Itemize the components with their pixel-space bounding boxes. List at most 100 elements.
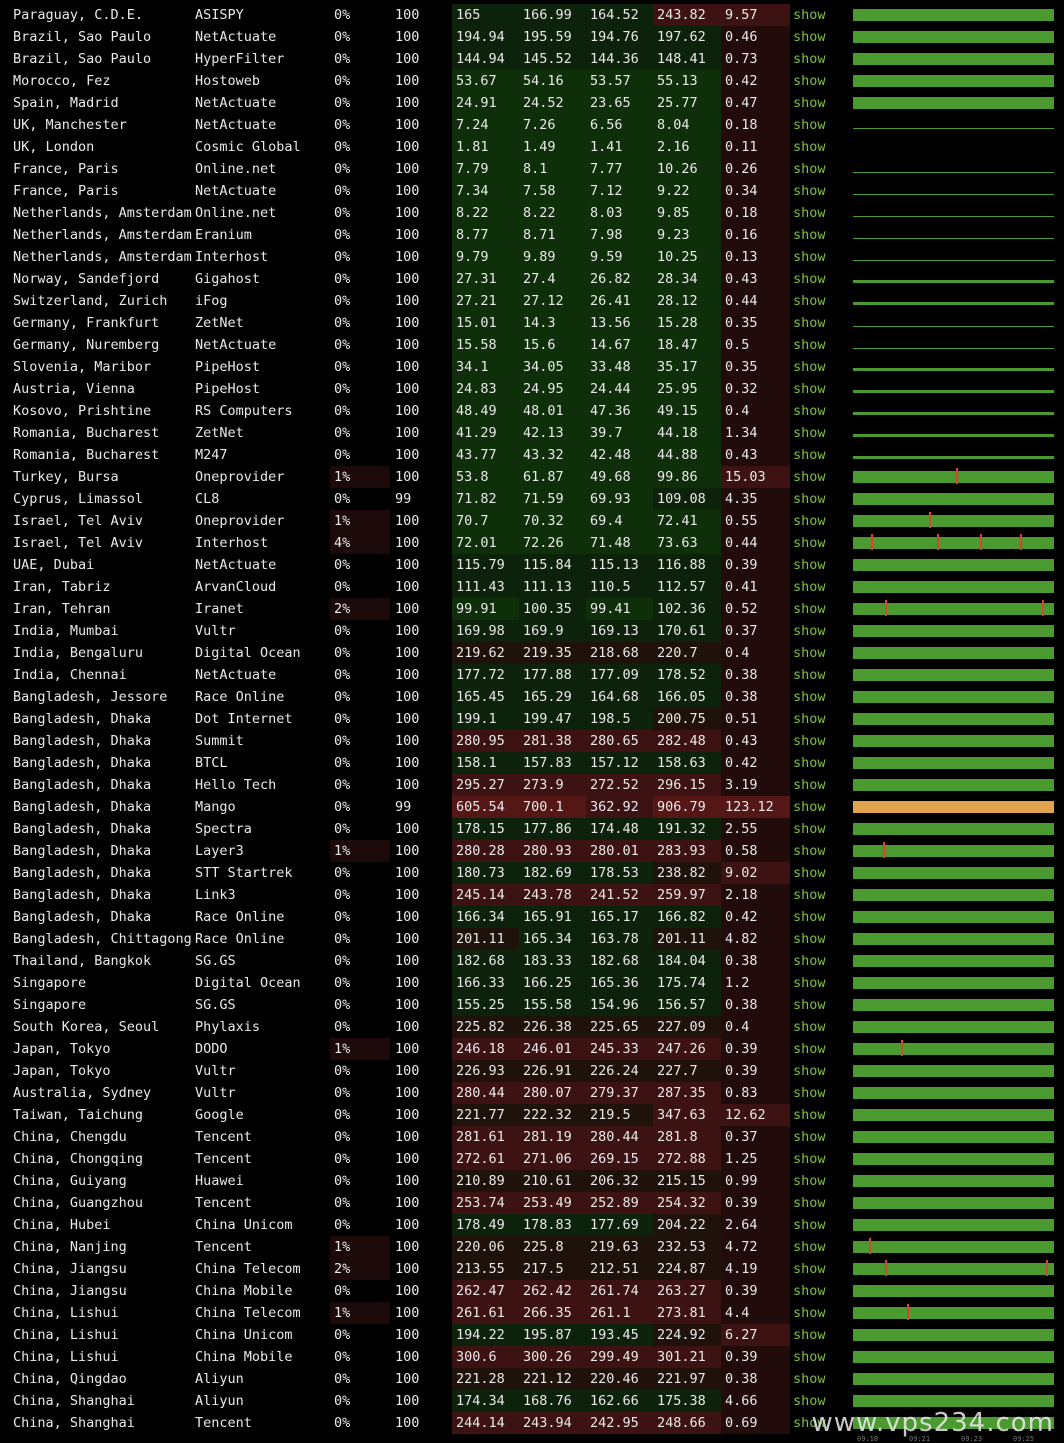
show-link[interactable]: show bbox=[793, 557, 826, 573]
show-link[interactable]: show bbox=[793, 711, 826, 727]
latency-graph[interactable] bbox=[853, 1082, 1054, 1104]
show-link[interactable]: show bbox=[793, 337, 826, 353]
latency-graph[interactable] bbox=[853, 884, 1054, 906]
latency-graph[interactable] bbox=[853, 158, 1054, 180]
show-link[interactable]: show bbox=[793, 865, 826, 881]
latency-graph[interactable] bbox=[853, 774, 1054, 796]
latency-graph[interactable] bbox=[853, 1302, 1054, 1324]
latency-graph[interactable] bbox=[853, 224, 1054, 246]
latency-graph[interactable] bbox=[853, 1236, 1054, 1258]
latency-graph[interactable] bbox=[853, 1280, 1054, 1302]
latency-graph[interactable] bbox=[853, 312, 1054, 334]
show-link[interactable]: show bbox=[793, 623, 826, 639]
latency-graph[interactable] bbox=[853, 1060, 1054, 1082]
show-link[interactable]: show bbox=[793, 1239, 826, 1255]
show-link[interactable]: show bbox=[793, 381, 826, 397]
show-link[interactable]: show bbox=[793, 1019, 826, 1035]
latency-graph[interactable] bbox=[853, 708, 1054, 730]
latency-graph[interactable] bbox=[853, 1192, 1054, 1214]
show-link[interactable]: show bbox=[793, 755, 826, 771]
latency-graph[interactable] bbox=[853, 334, 1054, 356]
latency-graph[interactable] bbox=[853, 488, 1054, 510]
show-link[interactable]: show bbox=[793, 1151, 826, 1167]
show-link[interactable]: show bbox=[793, 1085, 826, 1101]
latency-graph[interactable] bbox=[853, 114, 1054, 136]
latency-graph[interactable] bbox=[853, 642, 1054, 664]
show-link[interactable]: show bbox=[793, 1261, 826, 1277]
show-link[interactable]: show bbox=[793, 271, 826, 287]
latency-graph[interactable] bbox=[853, 906, 1054, 928]
show-link[interactable]: show bbox=[793, 1283, 826, 1299]
latency-graph[interactable] bbox=[853, 290, 1054, 312]
show-link[interactable]: show bbox=[793, 601, 826, 617]
show-link[interactable]: show bbox=[793, 117, 826, 133]
show-link[interactable]: show bbox=[793, 139, 826, 155]
latency-graph[interactable] bbox=[853, 136, 1054, 158]
latency-graph[interactable] bbox=[853, 532, 1054, 554]
show-link[interactable]: show bbox=[793, 799, 826, 815]
latency-graph[interactable] bbox=[853, 620, 1054, 642]
latency-graph[interactable] bbox=[853, 862, 1054, 884]
latency-graph[interactable] bbox=[853, 378, 1054, 400]
show-link[interactable]: show bbox=[793, 513, 826, 529]
show-link[interactable]: show bbox=[793, 1041, 826, 1057]
show-link[interactable]: show bbox=[793, 469, 826, 485]
show-link[interactable]: show bbox=[793, 161, 826, 177]
show-link[interactable]: show bbox=[793, 909, 826, 925]
latency-graph[interactable] bbox=[853, 1038, 1054, 1060]
show-link[interactable]: show bbox=[793, 29, 826, 45]
show-link[interactable]: show bbox=[793, 777, 826, 793]
latency-graph[interactable] bbox=[853, 1368, 1054, 1390]
latency-graph[interactable] bbox=[853, 554, 1054, 576]
latency-graph[interactable] bbox=[853, 928, 1054, 950]
latency-graph[interactable] bbox=[853, 444, 1054, 466]
show-link[interactable]: show bbox=[793, 447, 826, 463]
latency-graph[interactable] bbox=[853, 752, 1054, 774]
latency-graph[interactable] bbox=[853, 246, 1054, 268]
latency-graph[interactable] bbox=[853, 268, 1054, 290]
show-link[interactable]: show bbox=[793, 1415, 826, 1431]
show-link[interactable]: show bbox=[793, 1195, 826, 1211]
latency-graph[interactable] bbox=[853, 730, 1054, 752]
show-link[interactable]: show bbox=[793, 1107, 826, 1123]
latency-graph[interactable] bbox=[853, 664, 1054, 686]
latency-graph[interactable] bbox=[853, 70, 1054, 92]
show-link[interactable]: show bbox=[793, 227, 826, 243]
latency-graph[interactable] bbox=[853, 994, 1054, 1016]
latency-graph[interactable] bbox=[853, 1148, 1054, 1170]
show-link[interactable]: show bbox=[793, 645, 826, 661]
latency-graph[interactable] bbox=[853, 686, 1054, 708]
show-link[interactable]: show bbox=[793, 1393, 826, 1409]
show-link[interactable]: show bbox=[793, 689, 826, 705]
latency-graph[interactable] bbox=[853, 1104, 1054, 1126]
show-link[interactable]: show bbox=[793, 975, 826, 991]
latency-graph[interactable] bbox=[853, 1390, 1054, 1412]
show-link[interactable]: show bbox=[793, 931, 826, 947]
latency-graph[interactable] bbox=[853, 48, 1054, 70]
show-link[interactable]: show bbox=[793, 1327, 826, 1343]
show-link[interactable]: show bbox=[793, 1129, 826, 1145]
show-link[interactable]: show bbox=[793, 1217, 826, 1233]
latency-graph[interactable] bbox=[853, 422, 1054, 444]
show-link[interactable]: show bbox=[793, 667, 826, 683]
latency-graph[interactable] bbox=[853, 576, 1054, 598]
latency-graph[interactable] bbox=[853, 356, 1054, 378]
latency-graph[interactable] bbox=[853, 26, 1054, 48]
latency-graph[interactable] bbox=[853, 400, 1054, 422]
show-link[interactable]: show bbox=[793, 403, 826, 419]
show-link[interactable]: show bbox=[793, 491, 826, 507]
show-link[interactable]: show bbox=[793, 315, 826, 331]
latency-graph[interactable] bbox=[853, 1412, 1054, 1434]
latency-graph[interactable] bbox=[853, 92, 1054, 114]
latency-graph[interactable] bbox=[853, 598, 1054, 620]
latency-graph[interactable] bbox=[853, 180, 1054, 202]
latency-graph[interactable] bbox=[853, 4, 1054, 26]
show-link[interactable]: show bbox=[793, 821, 826, 837]
latency-graph[interactable] bbox=[853, 818, 1054, 840]
show-link[interactable]: show bbox=[793, 997, 826, 1013]
latency-graph[interactable] bbox=[853, 1346, 1054, 1368]
show-link[interactable]: show bbox=[793, 51, 826, 67]
show-link[interactable]: show bbox=[793, 293, 826, 309]
show-link[interactable]: show bbox=[793, 887, 826, 903]
show-link[interactable]: show bbox=[793, 1349, 826, 1365]
